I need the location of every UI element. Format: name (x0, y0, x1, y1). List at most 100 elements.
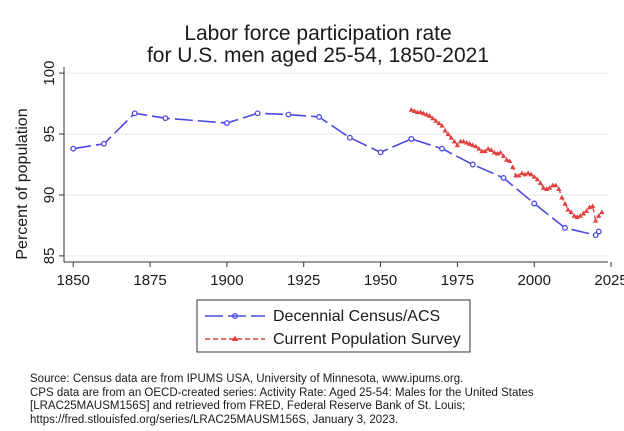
point-1-1964 (420, 110, 427, 116)
point-1-1989 (497, 149, 504, 155)
point-1-1971 (442, 127, 448, 133)
y-axis-label: Percent of population (14, 108, 31, 259)
point-1-1969 (436, 120, 442, 126)
point-1-2022 (599, 209, 605, 215)
point-1-2017 (583, 208, 590, 213)
point-1-1977 (460, 138, 467, 144)
x-tick-labels: 1850 1875 1900 1925 1950 1975 2000 2025 (57, 272, 624, 289)
point-1-1981 (473, 143, 479, 149)
point-1-2020 (593, 217, 599, 223)
point-1-1980 (470, 142, 476, 148)
y-tick-label-95: 95 (41, 126, 58, 143)
point-1-1963 (417, 109, 424, 115)
legend-entry-cps: Current Population Survey (205, 331, 461, 348)
point-1-2019 (590, 203, 596, 209)
legend-marker-cps (231, 335, 239, 341)
point-1-2007 (553, 182, 559, 188)
chart: Labor force participation rate for U.S. … (14, 22, 624, 353)
point-1-1998 (525, 170, 531, 176)
point-0-2020 (592, 232, 599, 239)
point-1-1992 (507, 158, 513, 163)
series-line-0 (73, 112, 600, 237)
point-1-1974 (451, 138, 457, 144)
point-1-1987 (491, 149, 497, 155)
point-1-2012 (568, 209, 574, 215)
point-1-1970 (439, 122, 445, 128)
point-1-1984 (482, 148, 488, 154)
point-1-1997 (522, 171, 528, 177)
point-0-1990 (500, 174, 507, 181)
point-1-2021 (596, 213, 602, 218)
point-0-1980 (469, 161, 476, 168)
point-1-1985 (485, 146, 491, 151)
point-0-1850 (70, 145, 77, 152)
point-0-2021 (595, 228, 602, 235)
point-1-1986 (488, 147, 494, 152)
y-tick-label-85: 85 (41, 248, 58, 265)
point-0-1970 (439, 145, 445, 152)
point-0-1910 (254, 110, 261, 117)
point-0-1950 (377, 149, 384, 156)
point-1-2008 (556, 186, 562, 191)
legend-entry-census: Decennial Census/ACS (205, 308, 440, 325)
point-1-1960 (408, 107, 414, 112)
point-1-1993 (510, 164, 516, 170)
source-line-4: https://fred.stlouisfed.org/series/LRAC2… (30, 413, 399, 426)
point-1-2013 (571, 213, 577, 218)
series-0 (70, 110, 602, 239)
legend-label-census: Decennial Census/ACS (273, 308, 440, 325)
series-1 (408, 107, 605, 223)
x-tick-label-1950: 1950 (364, 272, 397, 289)
x-tick-label-1925: 1925 (287, 272, 320, 289)
point-1-1991 (503, 157, 510, 162)
point-1-1975 (454, 142, 461, 148)
point-1-1965 (424, 111, 430, 117)
series-line-1 (411, 109, 603, 223)
source-line-2: CPS data are from an OECD-created series… (30, 386, 534, 399)
point-1-2009 (559, 194, 565, 200)
x-tick-label-1900: 1900 (210, 272, 243, 289)
point-1-2001 (534, 176, 540, 182)
point-0-1870 (131, 110, 138, 117)
point-1-2010 (562, 200, 568, 206)
point-0-1900 (223, 120, 230, 127)
x-tick-label-2000: 2000 (518, 272, 551, 289)
point-1-1973 (448, 135, 454, 140)
y-tick-label-90: 90 (41, 187, 58, 204)
legend-marker-census (231, 312, 239, 320)
point-1-2016 (580, 210, 587, 216)
point-1-1972 (445, 131, 451, 137)
point-0-1860 (101, 140, 107, 147)
point-0-1960 (408, 135, 415, 142)
point-1-1967 (430, 115, 436, 121)
point-1-2003 (540, 185, 547, 190)
source-line-3: [LRAC25MAUSM156S] and retrieved from FRE… (30, 400, 466, 412)
point-1-1966 (427, 113, 433, 118)
point-1-2011 (565, 206, 571, 212)
legend: Decennial Census/ACS Current Population … (196, 299, 471, 353)
point-1-1961 (411, 108, 417, 113)
point-0-1940 (346, 134, 353, 141)
x-tick-label-1875: 1875 (133, 272, 166, 289)
point-0-2010 (562, 224, 568, 231)
point-1-1988 (494, 150, 500, 156)
point-1-1990 (500, 153, 507, 159)
point-0-1880 (162, 115, 169, 122)
y-tick-label-100: 100 (41, 61, 58, 86)
legend-box (196, 299, 471, 353)
axes (59, 67, 612, 267)
point-1-2004 (543, 186, 550, 191)
legend-label-cps: Current Population Survey (273, 331, 461, 348)
point-1-1979 (467, 141, 473, 146)
x-tick-label-1850: 1850 (57, 272, 90, 289)
point-0-1920 (285, 111, 292, 118)
point-1-2002 (537, 180, 543, 185)
point-0-1930 (316, 114, 323, 120)
source-line-1: Source: Census data are from IPUMS USA, … (30, 373, 464, 385)
point-1-1978 (464, 139, 470, 145)
x-tick-label-1975: 1975 (441, 272, 474, 289)
point-0-2000 (531, 200, 538, 207)
point-1-2018 (586, 204, 593, 210)
point-1-1968 (433, 118, 439, 123)
chart-title-line-2: for U.S. men aged 25-54, 1850-2021 (147, 44, 489, 67)
